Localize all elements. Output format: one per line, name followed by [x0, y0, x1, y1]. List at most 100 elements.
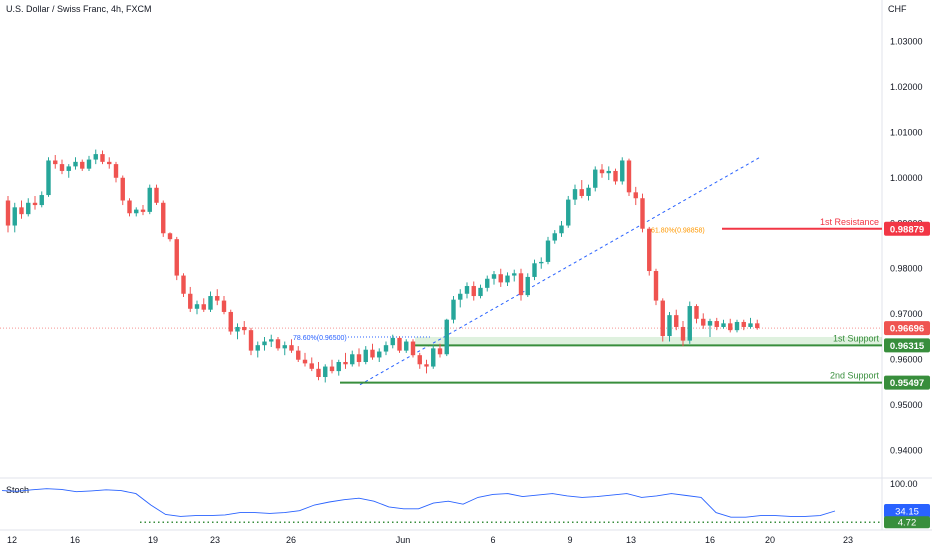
- x-tick-label: 9: [567, 535, 572, 545]
- candle-body: [201, 304, 206, 310]
- candle-body: [181, 275, 186, 294]
- candle-body: [363, 349, 368, 362]
- trend-line: [359, 156, 761, 386]
- support1-label: 1st Support: [833, 333, 880, 343]
- candle-body: [248, 330, 254, 351]
- candle-body: [390, 337, 395, 346]
- candle-body: [161, 202, 166, 234]
- x-tick-label: 12: [7, 535, 17, 545]
- y-tick-label: 0.98000: [890, 264, 923, 274]
- candle-body: [640, 198, 645, 229]
- fib-618-label: 61.80%(0.98858): [651, 228, 705, 235]
- x-tick-label: 20: [765, 535, 775, 545]
- candle-body: [93, 154, 98, 160]
- candle-body: [46, 160, 51, 196]
- candle-body: [316, 368, 321, 378]
- candle-body: [59, 164, 65, 171]
- candle-body: [289, 345, 294, 351]
- candle-body: [100, 154, 105, 162]
- candle-body: [140, 209, 146, 212]
- candle-body: [356, 354, 362, 362]
- candle-body: [215, 296, 220, 301]
- candle-body: [674, 315, 679, 327]
- candle-body: [397, 337, 402, 351]
- current-price-value: 0.96696: [890, 324, 924, 335]
- candle-body: [593, 169, 598, 188]
- stoch-label: Stoch: [6, 485, 30, 495]
- candle-body: [566, 199, 571, 226]
- candle-body: [653, 271, 659, 301]
- candle-body: [275, 339, 281, 349]
- candle-body: [471, 286, 476, 297]
- candle-body: [687, 306, 692, 341]
- stoch-k-line: [1, 488, 836, 518]
- stoch-d-value: 4.72: [898, 518, 917, 529]
- resistance-label: 1st Resistance: [820, 217, 879, 227]
- chart-title: U.S. Dollar / Swiss Franc, 4h, FXCM: [6, 4, 152, 14]
- candle-body: [701, 318, 706, 326]
- candle-body: [343, 362, 348, 365]
- candle-body: [383, 345, 389, 352]
- x-tick-label: 13: [626, 535, 636, 545]
- candle-body: [552, 233, 557, 241]
- resistance-price-box: [884, 221, 930, 236]
- candle-body: [748, 323, 753, 327]
- candle-body: [437, 348, 443, 355]
- candle-body: [350, 354, 355, 365]
- candle-body: [667, 315, 672, 337]
- x-tick-label: 6: [490, 535, 495, 545]
- candle-body: [626, 160, 632, 193]
- y-tick-label: 0.97000: [890, 309, 923, 319]
- candle-body: [80, 161, 85, 169]
- candle-body: [208, 296, 213, 310]
- candle-body: [478, 287, 483, 297]
- support1-price-box: [884, 338, 930, 353]
- x-tick-label: 23: [210, 535, 220, 545]
- candle-body: [235, 326, 240, 332]
- candle-body: [73, 161, 78, 167]
- candle-body: [154, 187, 159, 203]
- candle-body: [370, 349, 375, 358]
- candle-body: [5, 200, 11, 226]
- candle-body: [647, 228, 652, 272]
- candle-body: [485, 278, 490, 288]
- candle-body: [613, 170, 618, 182]
- candle-body: [491, 274, 497, 279]
- support2-price-box: [884, 375, 930, 390]
- stoch-k-value: 34.15: [895, 507, 919, 518]
- candle-body: [113, 164, 119, 178]
- candle-body: [66, 166, 71, 171]
- candle-body: [167, 233, 173, 240]
- y-tick-label: 1.00000: [890, 173, 923, 183]
- fib-786-label: 78.60%(0.96500): [293, 335, 347, 342]
- candle-body: [586, 187, 591, 196]
- candle-body: [323, 366, 328, 378]
- candle-body: [559, 225, 564, 234]
- candle-body: [53, 160, 58, 165]
- currency-label: CHF: [888, 4, 907, 14]
- support2-price-value: 0.95497: [890, 378, 924, 389]
- candle-body: [262, 341, 267, 346]
- candle-body: [282, 345, 287, 349]
- y-tick-label: 1.02000: [890, 82, 923, 92]
- x-tick-label: 23: [843, 535, 853, 545]
- current-price-box: [884, 321, 930, 336]
- candle-body: [525, 276, 530, 296]
- y-tick-label: 1.03000: [890, 36, 923, 46]
- candle-body: [498, 274, 503, 283]
- candle-body: [518, 273, 524, 296]
- candle-body: [464, 286, 470, 294]
- candle-body: [127, 200, 132, 214]
- candle-body: [458, 293, 463, 300]
- candle-body: [120, 177, 125, 201]
- candle-body: [424, 364, 429, 367]
- candle-body: [221, 300, 227, 312]
- candle-body: [734, 321, 740, 331]
- candle-body: [228, 311, 233, 332]
- candle-body: [505, 275, 510, 283]
- candle-body: [599, 169, 605, 174]
- candle-body: [633, 192, 638, 199]
- y-tick-label: 1.01000: [890, 127, 923, 137]
- candle-body: [431, 348, 436, 367]
